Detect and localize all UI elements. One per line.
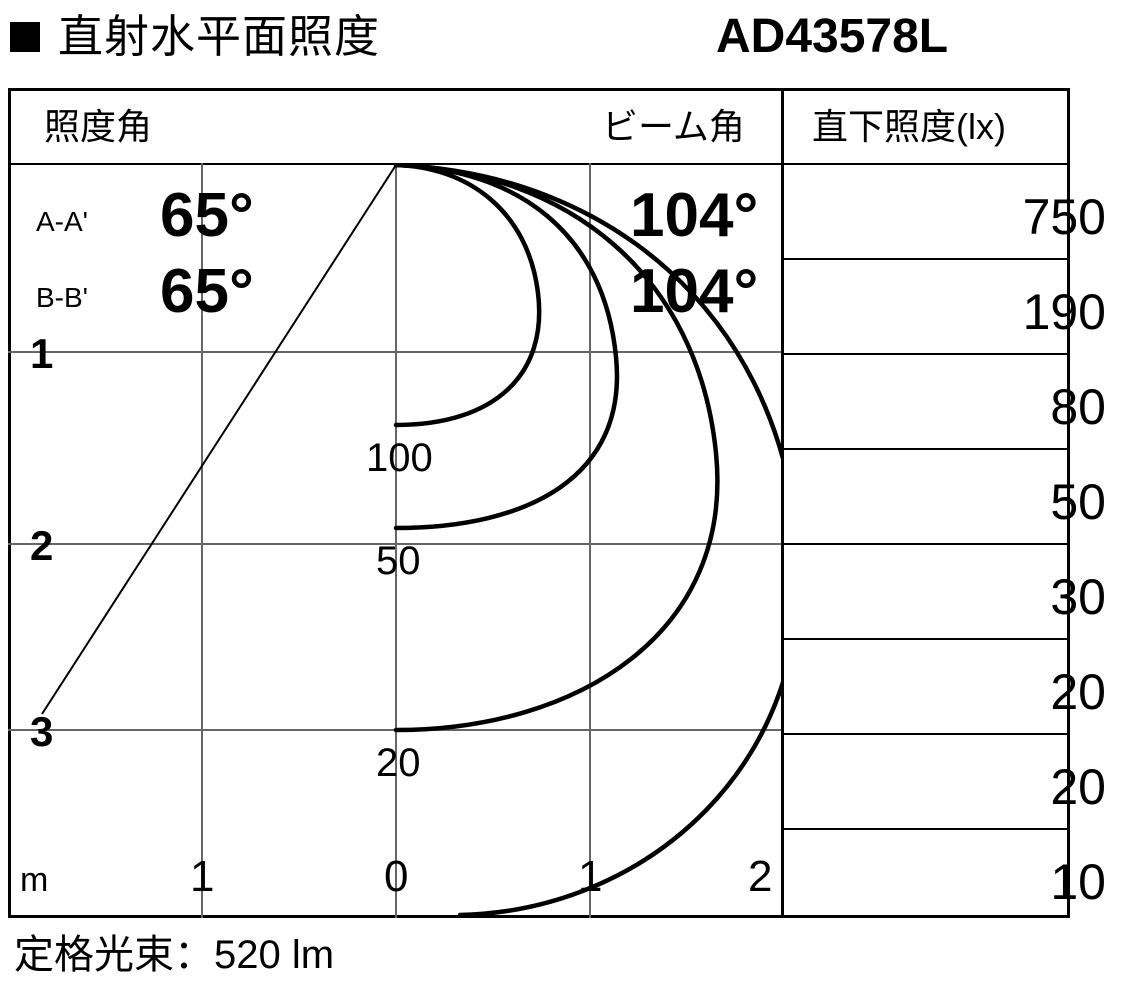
x-axis-unit-label: m [20,861,49,899]
x-axis-tick-0: 0 [384,852,409,901]
x-axis-tick-2: 2 [748,852,773,901]
contour-label-100: 100 [366,436,433,480]
value-row-divider [784,258,1070,260]
column-divider [781,88,784,918]
table-row: 80 [1050,379,1106,435]
contour-label-20: 20 [376,741,421,785]
contour-50 [393,163,620,531]
y-axis-tick-1: 1 [30,330,54,377]
section-label-bb: B-B' [36,282,89,313]
chart-canvas [8,163,781,918]
value-row-divider [784,543,1070,545]
value-row-divider [784,733,1070,735]
value-row-divider [784,448,1070,450]
filled-square-icon [10,22,40,52]
table-row: 50 [1050,474,1106,530]
table-row: 10 [1050,854,1106,910]
table-row: 750 [1022,189,1106,245]
value-row-divider [784,828,1070,830]
contour-100 [393,163,542,428]
table-row: 20 [1050,664,1106,720]
beam-angle-aa: 104° [630,181,759,250]
contour-label-50: 50 [376,539,421,583]
column-header-beam-angle: ビーム角 [602,106,745,147]
illuminance-angle-bb: 65° [160,257,254,326]
isolux-contours [393,163,781,918]
contour-10 [393,163,781,918]
page-title: 直射水平面照度 [58,11,381,62]
header-divider [8,163,1070,165]
figure-frame [8,88,1070,918]
column-header-direct-illuminance: 直下照度(lx) [812,106,1006,147]
section-label-aa: A-A' [36,206,89,237]
x-axis-tick-1: 1 [578,852,603,901]
value-row-divider [784,353,1070,355]
illuminance-angle-ray [41,164,397,715]
x-axis-tick-minus1: 1 [190,852,215,901]
figure-header: 直射水平面照度 AD43578L [0,0,1122,88]
illuminance-angle-aa: 65° [160,181,254,250]
illuminance-chart: A-A' 65° 104° B-B' 65° 104° 1 2 3 100 50… [8,163,781,918]
table-row: 190 [1022,284,1106,340]
table-row: 30 [1050,569,1106,625]
beam-angle-bb: 104° [630,257,759,326]
table-row: 20 [1050,759,1106,815]
model-number: AD43578L [716,10,949,63]
rated-luminous-flux: 定格光束：520 lm [14,933,335,977]
column-header-illuminance-angle: 照度角 [44,106,153,147]
y-axis-tick-3: 3 [30,708,54,755]
contour-20 [393,163,720,733]
y-axis-tick-2: 2 [30,522,54,569]
value-row-divider [784,638,1070,640]
